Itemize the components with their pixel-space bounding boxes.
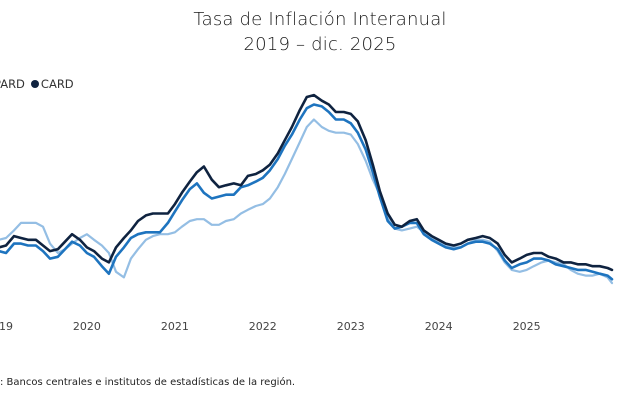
series-line-card	[0, 93, 614, 272]
x-tick-label: 2019	[0, 320, 13, 333]
chart-legend: PARD CARD	[0, 76, 74, 92]
series-line-pard	[0, 118, 614, 285]
chart-subtitle: 2019 – dic. 2025	[243, 34, 397, 55]
x-tick-label: 2022	[249, 320, 277, 333]
legend-dot-card-icon	[30, 80, 39, 88]
series-line-blue	[0, 103, 614, 281]
x-tick-label: 2021	[161, 320, 189, 333]
x-tick-label: 2023	[337, 320, 365, 333]
chart-title: Tasa de Inflación Interanual	[193, 9, 447, 30]
x-tick-label: 2020	[73, 320, 101, 333]
x-tick-label: 2025	[513, 320, 541, 333]
legend-label-card: CARD	[40, 77, 74, 91]
source-note: : Bancos centrales e institutos de estad…	[0, 377, 296, 388]
x-tick-label: 2024	[425, 320, 453, 333]
legend-label-pard: PARD	[0, 77, 25, 91]
